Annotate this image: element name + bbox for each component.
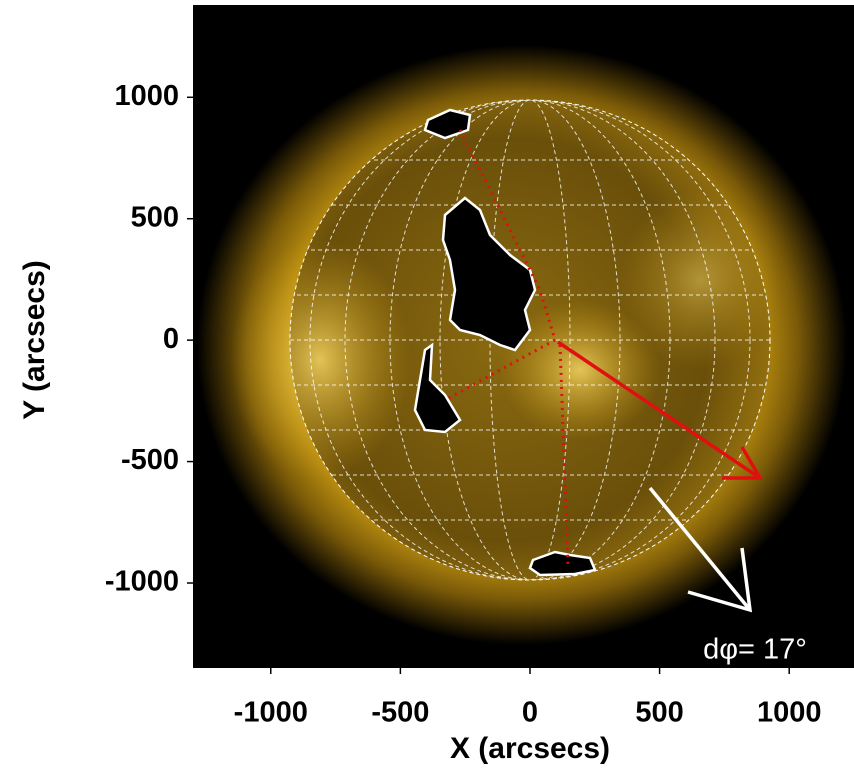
y-tick-label: -1000: [105, 566, 179, 598]
x-axis-title: X (arcsecs): [450, 732, 610, 765]
page: dφ= 17° X (arcsecs) Y (arcsecs) -1000 -50…: [0, 0, 854, 775]
x-tick-label: -1000: [234, 697, 308, 729]
x-tick-label: -500: [371, 697, 429, 729]
x-tick-label: 1000: [757, 697, 822, 729]
x-tick-label: 500: [635, 697, 683, 729]
x-tick-label: 0: [522, 697, 538, 729]
y-tick-label: 1000: [114, 80, 179, 112]
chart: dφ= 17° X (arcsecs) Y (arcsecs) -1000 -50…: [0, 0, 854, 775]
y-tick-label: 500: [131, 201, 179, 233]
y-tick-label: -500: [121, 444, 179, 476]
y-tick-label: 0: [163, 323, 179, 355]
solar-image: [193, 5, 854, 668]
y-axis-title: Y (arcsecs): [18, 260, 51, 420]
annotation: dφ= 17°: [703, 634, 807, 666]
